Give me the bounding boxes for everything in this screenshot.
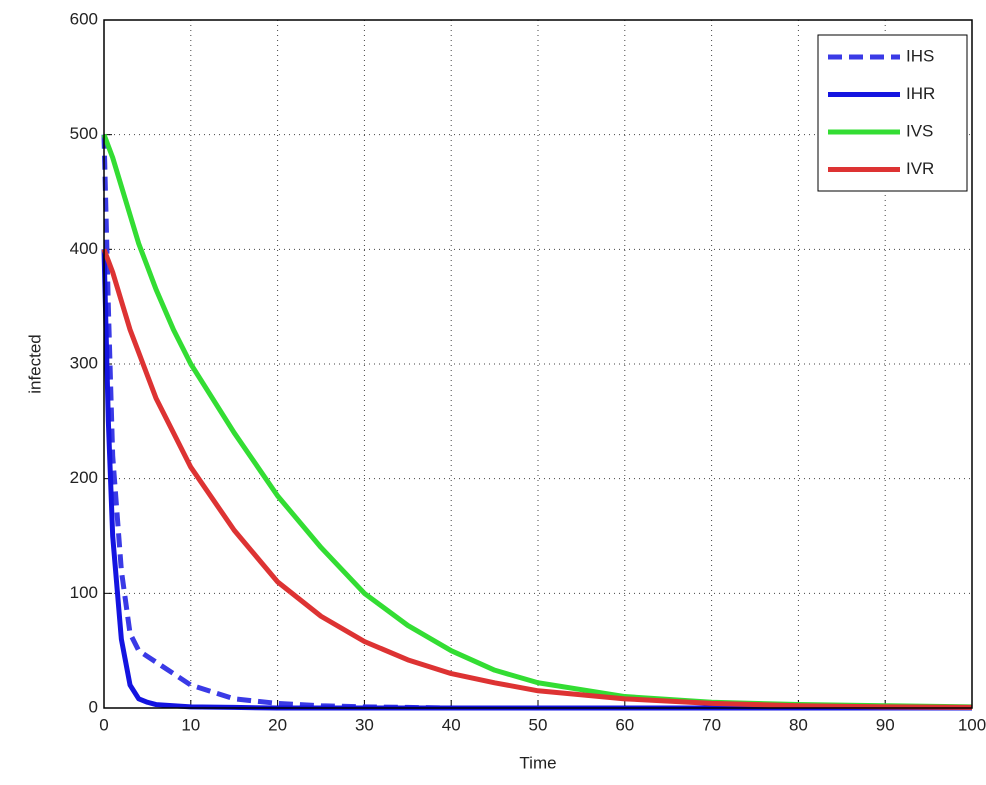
axes-box: [103, 19, 973, 709]
y-tick-label: 600: [70, 9, 98, 28]
y-tick-label: 300: [70, 353, 98, 372]
x-tick-label: 40: [442, 715, 461, 734]
legend-label: IVS: [906, 121, 933, 140]
y-tick-label: 400: [70, 239, 98, 258]
legend-label: IHS: [906, 46, 934, 65]
x-tick-label: 70: [702, 715, 721, 734]
x-tick-label: 60: [615, 715, 634, 734]
series-line: [101, 248, 973, 710]
x-tick-label: 90: [876, 715, 895, 734]
y-axis-label: infected: [25, 334, 44, 394]
y-tick-label: 100: [70, 583, 98, 602]
x-tick-label: 20: [268, 715, 287, 734]
x-tick-label: 80: [789, 715, 808, 734]
x-tick-label: 100: [958, 715, 986, 734]
x-tick-label: 10: [181, 715, 200, 734]
legend-label: IVR: [906, 159, 934, 178]
x-tick-label: 0: [99, 715, 108, 734]
legend-box: [817, 34, 968, 192]
y-tick-label: 200: [70, 468, 98, 487]
legend-label: IHR: [906, 84, 935, 103]
x-tick-label: 30: [355, 715, 374, 734]
x-axis-label: Time: [519, 753, 556, 772]
y-tick-label: 0: [89, 697, 98, 716]
x-tick-label: 50: [529, 715, 548, 734]
y-tick-label: 500: [70, 124, 98, 143]
